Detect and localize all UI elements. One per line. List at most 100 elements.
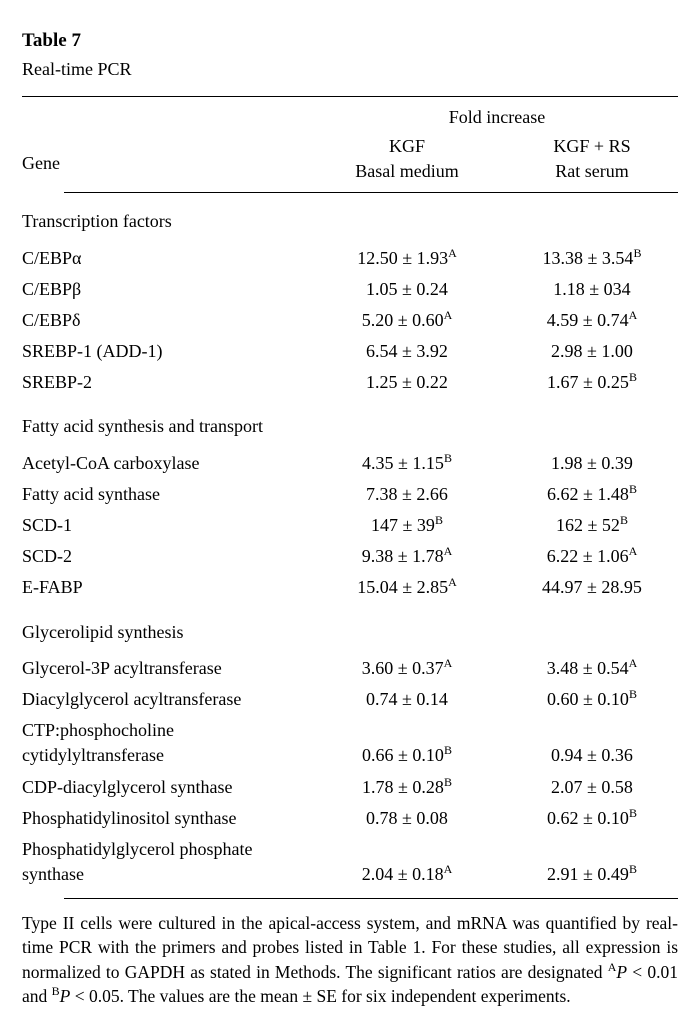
pcr-table-body: Transcription factorsC/EBPα12.50 ± 1.93A… [22,193,682,890]
sig-marker: A [448,246,457,260]
gene-cell: Fatty acid synthase [22,479,312,510]
sig-marker: B [629,687,637,701]
gene-cell: E-FABP [22,572,312,603]
table-row: C/EBPδ5.20 ± 0.60A4.59 ± 0.74A [22,305,682,336]
gene-cell: Diacylglycerol acyltransferase [22,684,312,715]
sig-marker: B [633,246,641,260]
gene-cell: C/EBPβ [22,274,312,305]
gene-cell: C/EBPδ [22,305,312,336]
gene-cell: CDP-diacylglycerol synthase [22,772,312,803]
sig-marker: B [629,482,637,496]
kgfrs-cell: 4.59 ± 0.74A [502,305,682,336]
kgf-cell: 12.50 ± 1.93A [312,243,502,274]
sig-marker: A [629,308,638,322]
sig-marker: A [444,656,453,670]
gene-cell: SCD-2 [22,541,312,572]
gene-cell: SCD-1 [22,510,312,541]
table-row: SREBP-21.25 ± 0.221.67 ± 0.25B [22,367,682,398]
table-row: Acetyl-CoA carboxylase4.35 ± 1.15B1.98 ±… [22,448,682,479]
sig-marker: A [444,308,453,322]
kgf-cell: 5.20 ± 0.60A [312,305,502,336]
header-col1-top: KGF [312,132,502,159]
table-row: Glycerol-3P acyltransferase3.60 ± 0.37A3… [22,653,682,684]
pcr-table: Fold increase Gene KGF KGF + RS Basal me… [22,97,682,193]
kgfrs-cell: 0.60 ± 0.10B [502,684,682,715]
kgfrs-cell: 3.48 ± 0.54A [502,653,682,684]
kgfrs-cell: 1.67 ± 0.25B [502,367,682,398]
sig-marker: A [444,544,453,558]
table-row: SREBP-1 (ADD-1)6.54 ± 3.922.98 ± 1.00 [22,336,682,367]
table-row: Diacylglycerol acyltransferase0.74 ± 0.1… [22,684,682,715]
header-col2-top: KGF + RS [502,132,682,159]
header-col2-bottom: Rat serum [502,159,682,192]
sig-marker: B [629,806,637,820]
kgf-cell: 0.74 ± 0.14 [312,684,502,715]
kgf-cell: 6.54 ± 3.92 [312,336,502,367]
kgfrs-cell: 2.07 ± 0.58 [502,772,682,803]
table-number: Table 7 [22,28,678,55]
sig-marker: A [629,544,638,558]
kgfrs-cell: 6.62 ± 1.48B [502,479,682,510]
section-header: Fatty acid synthesis and transport [22,398,682,447]
kgf-cell: 1.25 ± 0.22 [312,367,502,398]
kgf-cell: 2.04 ± 0.18A [312,834,502,890]
kgfrs-cell: 2.98 ± 1.00 [502,336,682,367]
table-row: C/EBPβ1.05 ± 0.241.18 ± 034 [22,274,682,305]
gene-cell: Glycerol-3P acyltransferase [22,653,312,684]
gene-cell: C/EBPα [22,243,312,274]
table-row: Fatty acid synthase7.38 ± 2.666.62 ± 1.4… [22,479,682,510]
kgfrs-cell: 1.98 ± 0.39 [502,448,682,479]
table-row: SCD-1147 ± 39B162 ± 52B [22,510,682,541]
kgf-cell: 1.78 ± 0.28B [312,772,502,803]
table-row: SCD-29.38 ± 1.78A6.22 ± 1.06A [22,541,682,572]
sig-marker: B [435,513,443,527]
section-header: Glycerolipid synthesis [22,604,682,653]
kgf-cell: 15.04 ± 2.85A [312,572,502,603]
gene-cell: Acetyl-CoA carboxylase [22,448,312,479]
kgfrs-cell: 162 ± 52B [502,510,682,541]
table-row: Phosphatidylglycerol phosphate synthase2… [22,834,682,890]
gene-cell: CTP:phosphocholine cytidylyltransferase [22,715,312,771]
kgfrs-cell: 13.38 ± 3.54B [502,243,682,274]
rule-bottom [64,898,678,899]
kgfrs-cell: 2.91 ± 0.49B [502,834,682,890]
table-row: C/EBPα12.50 ± 1.93A13.38 ± 3.54B [22,243,682,274]
kgf-cell: 147 ± 39B [312,510,502,541]
kgfrs-cell: 44.97 ± 28.95 [502,572,682,603]
sig-marker: B [620,513,628,527]
kgfrs-cell: 1.18 ± 034 [502,274,682,305]
gene-cell: SREBP-2 [22,367,312,398]
sig-marker: B [629,370,637,384]
kgf-cell: 0.78 ± 0.08 [312,803,502,834]
footnote: Type II cells were cultured in the apica… [22,911,678,1008]
kgfrs-cell: 0.62 ± 0.10B [502,803,682,834]
sig-marker: B [444,743,452,757]
table-row: CTP:phosphocholine cytidylyltransferase0… [22,715,682,771]
footnote-text-3: < 0.05. The values are the mean ± SE for… [70,986,570,1006]
kgf-cell: 1.05 ± 0.24 [312,274,502,305]
kgf-cell: 7.38 ± 2.66 [312,479,502,510]
header-col1-bottom: Basal medium [312,159,502,192]
kgf-cell: 4.35 ± 1.15B [312,448,502,479]
gene-cell: SREBP-1 (ADD-1) [22,336,312,367]
sig-marker: B [444,451,452,465]
footnote-p-2: P [60,986,71,1006]
header-gene: Gene [22,132,312,192]
kgfrs-cell: 6.22 ± 1.06A [502,541,682,572]
kgfrs-cell: 0.94 ± 0.36 [502,715,682,771]
footnote-sup-b: B [52,984,60,998]
table-row: CDP-diacylglycerol synthase1.78 ± 0.28B2… [22,772,682,803]
sig-marker: B [629,862,637,876]
sig-marker: A [629,656,638,670]
sig-marker: B [444,775,452,789]
kgf-cell: 0.66 ± 0.10B [312,715,502,771]
table-row: Phosphatidylinositol synthase0.78 ± 0.08… [22,803,682,834]
gene-cell: Phosphatidylinositol synthase [22,803,312,834]
sig-marker: A [444,862,453,876]
kgf-cell: 3.60 ± 0.37A [312,653,502,684]
kgf-cell: 9.38 ± 1.78A [312,541,502,572]
header-spanner: Fold increase [312,97,682,132]
table-title: Real-time PCR [22,57,678,82]
footnote-text-1: Type II cells were cultured in the apica… [22,913,678,981]
gene-cell: Phosphatidylglycerol phosphate synthase [22,834,312,890]
